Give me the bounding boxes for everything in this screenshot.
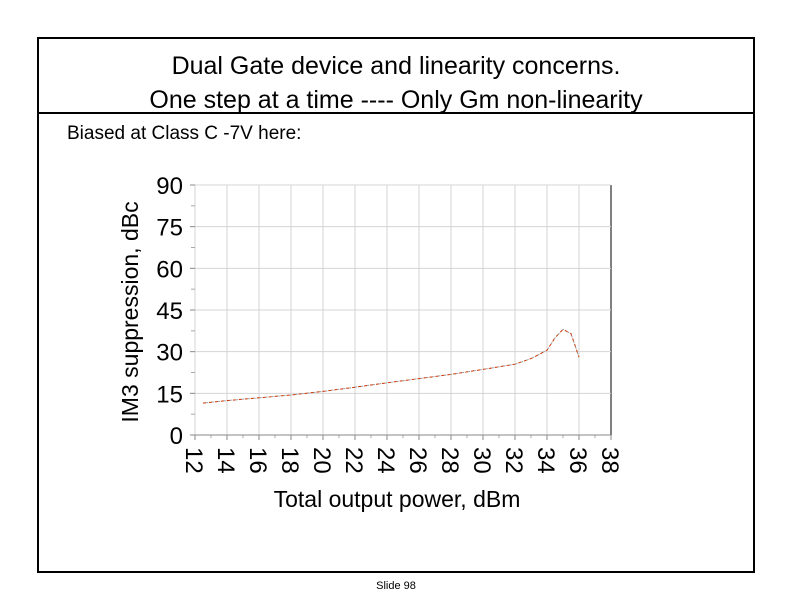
y-tick-label: 15 (156, 381, 183, 408)
x-tick-label: 12 (180, 447, 207, 474)
x-tick-label: 14 (212, 447, 239, 474)
x-tick-label: 36 (564, 447, 591, 474)
y-tick-label: 45 (156, 298, 183, 325)
y-tick-label: 60 (156, 256, 183, 283)
y-tick-label: 0 (170, 423, 183, 450)
y-tick-label: 30 (156, 340, 183, 367)
x-tick-label: 38 (596, 447, 623, 474)
x-tick-label: 30 (468, 447, 495, 474)
y-tick-label: 75 (156, 215, 183, 242)
x-tick-label: 32 (500, 447, 527, 474)
title-line-1: Dual Gate device and linearity concerns. (171, 52, 621, 80)
slide-frame (37, 37, 755, 573)
y-tick-label: 90 (156, 173, 183, 200)
x-tick-label: 34 (532, 447, 559, 474)
x-tick-label: 24 (372, 447, 399, 474)
chart-subtitle: Biased at Class C -7V here: (67, 123, 302, 144)
slide-number: Slide 98 (376, 580, 416, 592)
x-axis-label: Total output power, dBm (274, 486, 521, 512)
y-axis-label: IM3 suppression, dBc (117, 201, 143, 422)
x-tick-label: 22 (340, 447, 367, 474)
title-line-2: One step at a time ---- Only Gm non-line… (149, 86, 643, 114)
x-tick-label: 18 (276, 447, 303, 474)
title-box: Dual Gate device and linearity concerns.… (37, 37, 755, 114)
x-tick-label: 20 (308, 447, 335, 474)
series-line (202, 328, 580, 404)
x-tick-label: 16 (244, 447, 271, 474)
x-tick-label: 26 (404, 447, 431, 474)
series-line-overlay (202, 328, 580, 404)
x-tick-label: 28 (436, 447, 463, 474)
